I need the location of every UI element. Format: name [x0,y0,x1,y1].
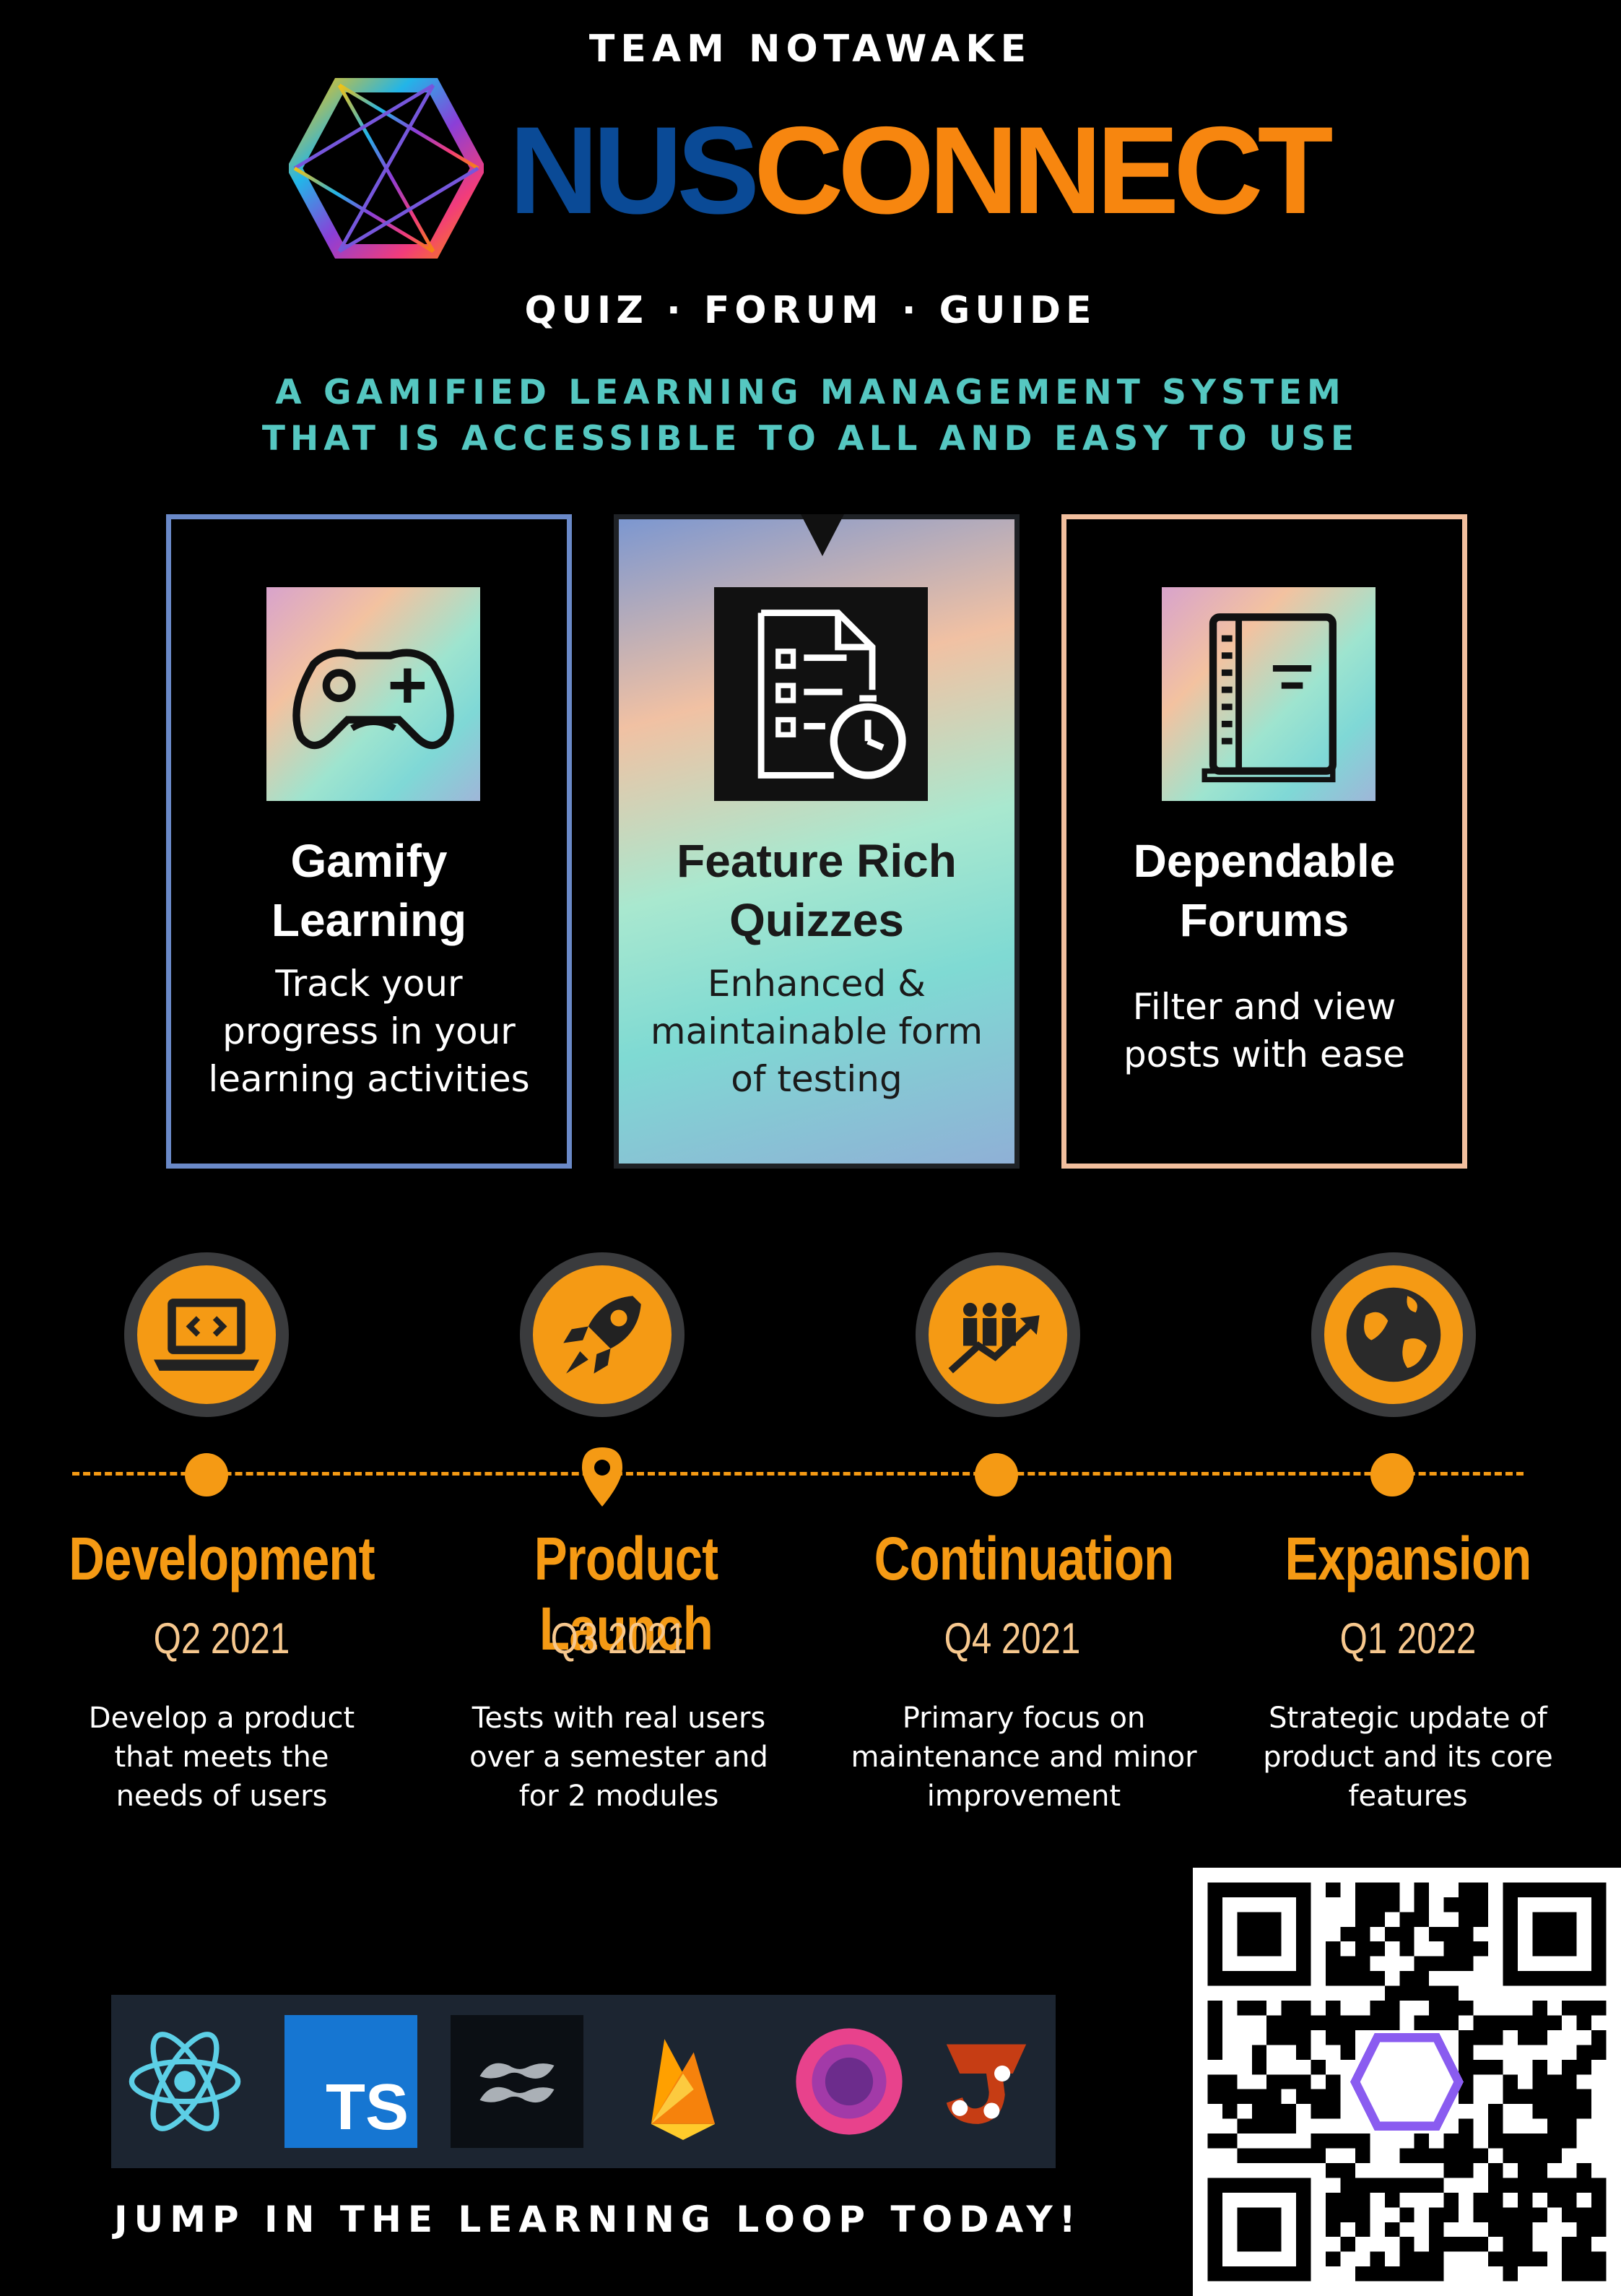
milestone-title: Development [69,1525,375,1593]
milestone-date: Q4 2021 [944,1614,1081,1663]
feature-card-gamify: Gamify Learning Track your progress in you… [166,514,572,1169]
timeline-line [72,1472,1524,1476]
tech-stack-bar: TS [111,1995,1056,2168]
gamepad-icon [266,587,480,801]
feature-description: Enhanced & maintainable form of testing [650,963,983,1100]
notebook-icon [1162,587,1376,801]
qr-pattern [1207,1882,1607,2282]
milestone-date: Q1 2022 [1339,1614,1477,1663]
tagline: A GAMIFIED LEARNING MANAGEMENT SYSTEM TH… [0,370,1621,462]
hexagon-logo-icon [289,78,484,259]
circle-logo-icon [783,2015,916,2148]
timeline-dot [975,1453,1018,1496]
milestone-date: Q2 2021 [153,1614,290,1663]
milestone-description: Strategic update of product and its core f… [1263,1702,1553,1813]
nusconnect-logo: NUSCONNECT [289,72,1334,267]
typescript-logo-icon: TS [284,2015,417,2148]
milestone-title: Expansion [1285,1525,1532,1593]
milestone-date: Q3 2021 [550,1614,687,1663]
milestone-title: Continuation [874,1525,1175,1593]
laptop-code-icon [124,1252,289,1417]
logo-wordmark: NUSCONNECT [509,108,1334,233]
jest-logo-icon [920,2015,1053,2148]
timeline-dot [185,1453,228,1496]
milestone-description: Develop a product that meets the needs of … [88,1702,355,1813]
location-pin-icon [582,1447,622,1507]
milestone-description: Tests with real users over a semester and… [469,1702,768,1813]
logo-nus: NUS [509,101,760,240]
qr-code[interactable] [1193,1868,1621,2296]
feature-description: Filter and view posts with ease [1123,986,1406,1075]
highlight-notch [801,514,844,556]
timed-checklist-icon [714,587,928,801]
milestone-title: Product Launch [534,1525,718,1663]
tagline-line-2: THAT IS ACCESSIBLE TO ALL AND EASY TO US… [261,419,1360,459]
tagline-line-1: A GAMIFIED LEARNING MANAGEMENT SYSTEM [275,373,1346,412]
feature-title: Feature Rich Quizzes [677,835,957,946]
feature-description: Track your progress in your learning activ… [208,963,530,1100]
team-growth-icon [916,1252,1080,1417]
timeline-dot [1370,1453,1414,1496]
section-list: QUIZ · FORUM · GUIDE [524,289,1097,332]
rocket-icon [520,1252,685,1417]
milestone-description: Primary focus on maintenance and minor imp… [851,1702,1197,1813]
firebase-logo-icon [617,2015,749,2148]
feature-title: Gamify Learning [271,835,467,946]
feature-title: Dependable Forums [1133,835,1396,946]
tailwind-logo-icon [451,2015,583,2148]
react-logo-icon [118,2015,251,2148]
feature-card-quizzes: Feature Rich Quizzes Enhanced & maintainab… [614,514,1020,1169]
team-name: TEAM NOTAWAKE [588,27,1033,71]
globe-icon [1311,1252,1476,1417]
call-to-action: JUMP IN THE LEARNING LOOP TODAY! [114,2198,1082,2240]
logo-connect: CONNECT [754,101,1333,240]
feature-card-forums: Dependable Forums Filter and view posts wi… [1061,514,1467,1169]
